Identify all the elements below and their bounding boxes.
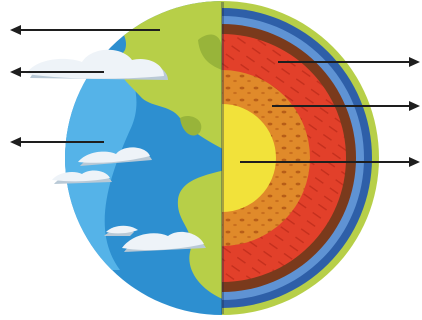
cloud-small [52, 170, 112, 184]
arrow-pointer-land [10, 25, 160, 35]
arrow-pointer-ocean [10, 137, 104, 147]
arrow-pointer-outer-core [272, 101, 420, 111]
land-continent-upper [110, 1, 222, 150]
arrow-pointer-mantle [278, 57, 420, 67]
cloud-middle [78, 147, 152, 166]
cut-edge [221, 2, 224, 314]
pointer-arrows [10, 25, 420, 167]
arrow-pointer-inner-core [240, 157, 420, 167]
inner-core-layer [222, 104, 276, 212]
cloud-lower [104, 225, 206, 252]
land-island [180, 115, 202, 136]
land-shadow [198, 34, 222, 70]
land-continent-lower [177, 170, 222, 300]
earth-interior-half [222, 1, 379, 315]
arrow-pointer-clouds [10, 67, 104, 77]
